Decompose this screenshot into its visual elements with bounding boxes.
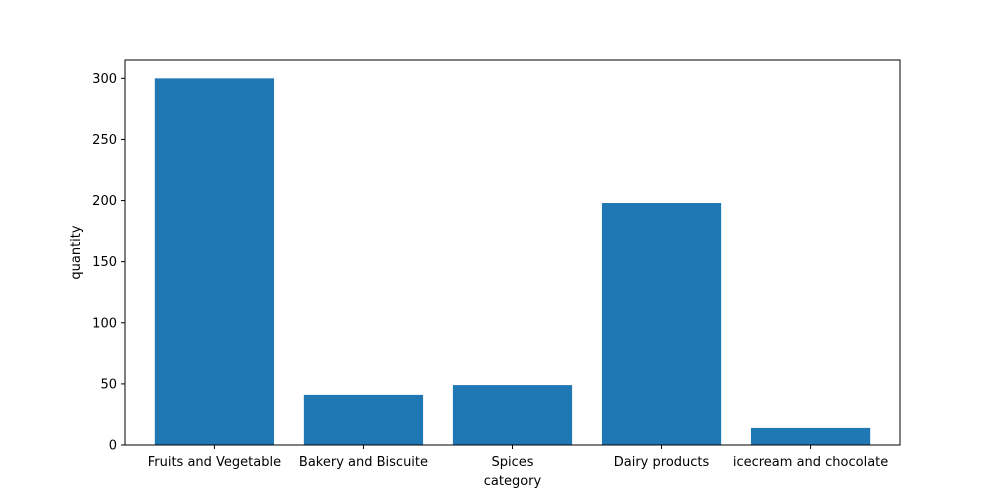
y-tick-label-4: 200 xyxy=(92,194,117,209)
y-axis-ticks: 0 50 100 150 200 250 300 xyxy=(92,72,125,454)
bars-group xyxy=(154,78,871,445)
x-tick-label-2: Spices xyxy=(491,455,533,470)
bar-0 xyxy=(154,78,275,445)
y-tick-label-0: 0 xyxy=(109,439,117,454)
plot-area-frame xyxy=(124,59,901,446)
x-tick-label-1: Bakery and Biscuite xyxy=(299,455,428,470)
x-axis-ticks: Fruits and Vegetable Bakery and Biscuite S… xyxy=(148,445,888,470)
x-axis-label: category xyxy=(484,474,542,489)
x-tick-label-3: Dairy products xyxy=(614,455,710,470)
x-tick-label-4: icecream and chocolate xyxy=(733,455,888,470)
y-tick-label-5: 250 xyxy=(92,133,117,148)
bar-2 xyxy=(452,385,573,445)
bar-1 xyxy=(303,394,424,445)
y-tick-label-3: 150 xyxy=(92,255,117,270)
bar-4 xyxy=(750,427,871,445)
y-tick-label-2: 100 xyxy=(92,316,117,331)
x-tick-label-0: Fruits and Vegetable xyxy=(148,455,281,470)
y-tick-label-1: 50 xyxy=(100,377,117,392)
bar-3 xyxy=(601,203,722,445)
y-axis-label: quantity xyxy=(69,225,84,280)
y-tick-label-6: 300 xyxy=(92,72,117,87)
